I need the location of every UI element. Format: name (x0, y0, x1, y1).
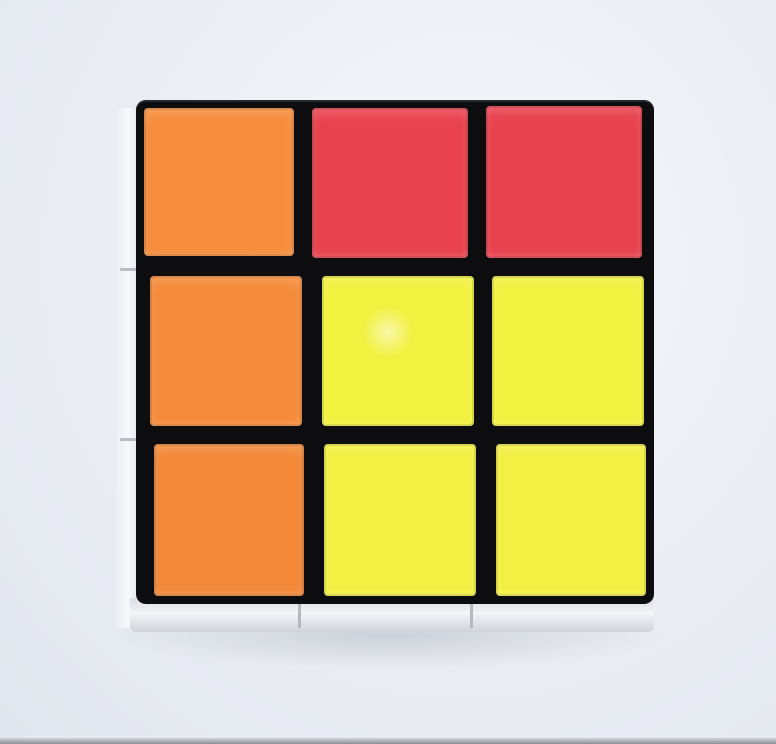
sticker-highlight (144, 248, 294, 256)
cube-side-seam (120, 268, 146, 271)
sticker-highlight (322, 418, 474, 426)
sticker-r1-c2 (492, 276, 644, 426)
sticker-highlight (150, 418, 302, 426)
sticker-r2-c1 (324, 444, 476, 596)
cube-bottom-seam (298, 604, 301, 628)
cube-front-face (136, 100, 654, 604)
sticker-r2-c0 (154, 444, 304, 596)
sticker-r1-c0 (150, 276, 302, 426)
sticker-r0-c0 (144, 108, 294, 256)
sticker-highlight (496, 588, 646, 596)
sticker-r0-c2 (486, 106, 642, 258)
image-bottom-edge (0, 738, 776, 744)
sticker-glare (362, 306, 414, 358)
sticker-r0-c1 (312, 108, 468, 258)
cube-bottom-seam (470, 604, 473, 628)
sticker-highlight (324, 588, 476, 596)
cube-side-seam (120, 438, 146, 441)
sticker-highlight (486, 250, 642, 258)
sticker-r1-c1 (322, 276, 474, 426)
sticker-highlight (154, 588, 304, 596)
sticker-r2-c2 (496, 444, 646, 596)
sticker-highlight (492, 418, 644, 426)
sticker-highlight (312, 250, 468, 258)
